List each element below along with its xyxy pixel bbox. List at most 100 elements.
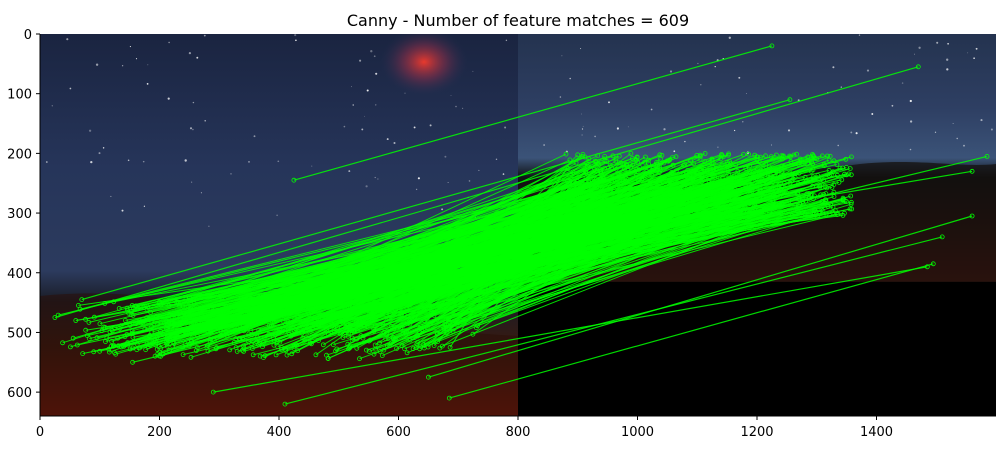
keypoint-right (777, 182, 782, 188)
keypoint-left (130, 334, 136, 340)
star (196, 56, 199, 59)
keypoint-left (404, 350, 410, 356)
keypoint-left (390, 335, 396, 340)
match-line (157, 175, 703, 350)
star (909, 99, 912, 103)
keypoint-left (241, 348, 247, 354)
keypoint-right (618, 173, 624, 179)
keypoint-right (630, 156, 635, 161)
keypoint-left (130, 359, 136, 365)
star (947, 42, 949, 45)
keypoint-right (673, 168, 679, 174)
x-tick-label: 1400 (860, 425, 893, 440)
match-line (314, 184, 686, 305)
keypoint-right (649, 172, 655, 178)
star (504, 126, 507, 129)
keypoint-right (849, 199, 854, 205)
star (714, 65, 716, 68)
star (914, 53, 915, 55)
keypoint-left (52, 315, 58, 320)
keypoint-left (241, 343, 246, 349)
star (855, 132, 858, 135)
keypoint-right (635, 159, 640, 165)
keypoint-right (924, 264, 930, 270)
keypoint-left (74, 342, 80, 348)
star (348, 170, 351, 173)
keypoint-right (847, 166, 853, 172)
keypoint-left (154, 346, 160, 352)
star (230, 173, 232, 175)
star (343, 125, 346, 128)
star (738, 76, 741, 79)
keypoint-right (842, 171, 847, 177)
match-line (138, 174, 832, 309)
star (121, 65, 124, 67)
star (450, 95, 452, 96)
star (373, 55, 376, 58)
star (311, 165, 313, 167)
match-line (317, 207, 651, 305)
star (121, 209, 124, 212)
keypoint-left (121, 343, 127, 349)
keypoint-right (984, 153, 990, 159)
keypoint-left (250, 352, 256, 358)
match-line (164, 175, 622, 324)
match-line (104, 169, 688, 304)
match-line (284, 182, 715, 303)
match-line (457, 195, 851, 324)
y-tick-label: 500 (7, 326, 32, 341)
keypoint-left (366, 349, 372, 354)
y-axis-ticks: 0 100 200 300 400 500 600 (7, 28, 40, 401)
x-tick-label: 800 (506, 425, 531, 440)
star (728, 36, 731, 39)
keypoint-left (470, 331, 476, 337)
match-line (268, 163, 731, 307)
match-line (353, 194, 824, 332)
star (650, 108, 653, 111)
keypoint-right (849, 154, 854, 160)
y-tick-label: 200 (7, 147, 32, 162)
star (697, 62, 699, 65)
match-line (190, 172, 800, 358)
keypoint-right (824, 185, 830, 191)
star (370, 50, 373, 53)
keypoint-left (299, 330, 305, 336)
keypoint-left (266, 322, 272, 328)
keypoint-right (795, 189, 800, 195)
star (66, 38, 69, 41)
keypoint-left (312, 301, 318, 307)
keypoint-right (719, 175, 725, 181)
keypoint-left (124, 305, 130, 311)
keypoint-left (227, 347, 233, 353)
keypoint-left (109, 338, 115, 344)
keypoint-right (969, 213, 975, 219)
star (45, 161, 48, 163)
keypoint-left (116, 305, 122, 311)
star (733, 129, 736, 132)
star (594, 135, 596, 138)
keypoint-right (632, 168, 638, 174)
star (204, 120, 206, 122)
keypoint-left (347, 344, 353, 350)
star-field (45, 34, 993, 227)
keypoint-left (146, 333, 152, 339)
star (364, 115, 366, 117)
keypoint-left (76, 302, 81, 308)
keypoint-right (794, 208, 800, 214)
match-line (75, 170, 973, 322)
keypoint-right (839, 177, 845, 183)
keypoint-left (282, 401, 288, 407)
keypoint-left (171, 321, 177, 327)
star (918, 46, 921, 49)
star (684, 140, 686, 143)
match-line (349, 185, 752, 348)
match-line (375, 197, 800, 350)
keypoint-left (379, 353, 385, 359)
keypoint-left (166, 347, 172, 353)
keypoint-right (788, 159, 794, 165)
x-tick-label: 1200 (740, 425, 773, 440)
keypoint-left (334, 346, 340, 352)
star (248, 161, 250, 163)
keypoint-left (187, 331, 193, 337)
keypoint-right (848, 172, 854, 178)
